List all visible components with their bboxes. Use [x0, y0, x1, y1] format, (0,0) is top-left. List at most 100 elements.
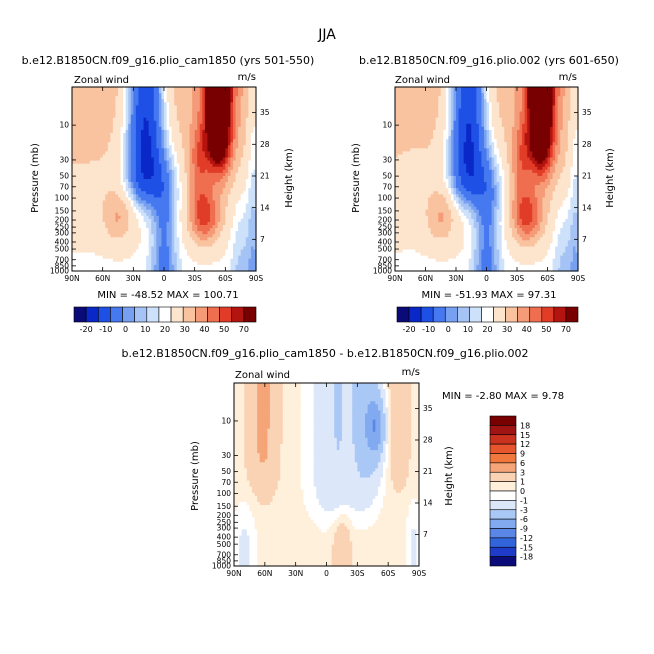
heatmap-cell	[478, 108, 483, 113]
heatmap-cell	[148, 105, 152, 110]
heatmap-cell	[123, 96, 127, 100]
heatmap-cell	[105, 169, 109, 174]
heatmap-cell	[161, 179, 165, 183]
heatmap-cell	[130, 102, 134, 106]
heatmap-cell	[176, 252, 180, 257]
heatmap-cell	[79, 231, 83, 235]
heatmap-cell	[97, 157, 101, 162]
heatmap-cell	[77, 243, 81, 248]
heatmap-cell	[240, 194, 244, 198]
heatmap-cell	[164, 200, 168, 205]
heatmap-cell	[128, 105, 132, 110]
heatmap-cell	[169, 96, 173, 100]
heatmap-cell	[225, 102, 229, 106]
heatmap-cell	[233, 154, 237, 159]
heatmap-cell	[156, 215, 160, 220]
heatmap-cell	[133, 114, 137, 119]
heatmap-cell	[112, 172, 117, 177]
heatmap-cell	[133, 93, 137, 97]
heatmap-cell	[199, 209, 203, 214]
heatmap-cell	[187, 175, 191, 180]
heatmap-cell	[448, 102, 452, 106]
heatmap-cell	[125, 209, 129, 214]
heatmap-cell	[220, 120, 224, 125]
panel-1-variable-label: Zonal wind	[74, 75, 129, 86]
heatmap-cell	[151, 163, 155, 168]
heatmap-cell	[235, 188, 239, 192]
heatmap-cell	[537, 102, 541, 106]
heatmap-cell	[133, 169, 137, 174]
heatmap-cell	[112, 267, 117, 272]
heatmap-cell	[166, 252, 170, 257]
heatmap-cell	[238, 126, 242, 131]
heatmap-cell	[227, 255, 232, 260]
heatmap-cell	[156, 96, 160, 100]
heatmap-cell	[112, 123, 117, 128]
heatmap-cell	[210, 90, 214, 94]
heatmap-cell	[107, 237, 111, 241]
heatmap-cell	[135, 252, 140, 257]
heatmap-cell	[433, 105, 437, 110]
heatmap-cell	[130, 172, 134, 177]
heatmap-cell	[100, 136, 104, 140]
heatmap-cell	[123, 157, 127, 162]
heatmap-cell	[248, 221, 252, 226]
heatmap-cell	[189, 166, 193, 171]
heatmap-cell	[491, 93, 495, 97]
heatmap-cell	[89, 264, 94, 269]
heatmap-cell	[141, 172, 145, 177]
heatmap-cell	[522, 108, 526, 113]
heatmap-cell	[164, 175, 168, 180]
heatmap-cell	[125, 175, 129, 180]
heatmap-cell	[95, 231, 99, 235]
heatmap-cell	[82, 261, 86, 266]
heatmap-cell	[415, 99, 419, 103]
heatmap-cell	[210, 172, 214, 177]
heatmap-cell	[158, 102, 163, 106]
heatmap-cell	[238, 258, 242, 263]
heatmap-cell	[112, 212, 117, 217]
heatmap-cell	[230, 99, 234, 103]
heatmap-cell	[176, 93, 180, 97]
heatmap-cell	[79, 197, 83, 202]
heatmap-cell	[169, 218, 173, 223]
heatmap-cell	[102, 114, 106, 119]
heatmap-cell	[95, 117, 99, 122]
heatmap-cell	[222, 182, 226, 186]
heatmap-cell	[77, 231, 81, 235]
heatmap-cell	[141, 169, 145, 174]
heatmap-cell	[89, 246, 94, 251]
heatmap-cell	[84, 136, 88, 140]
heatmap-cell	[179, 163, 183, 168]
heatmap-cell	[174, 191, 178, 195]
heatmap-cell	[450, 93, 455, 97]
heatmap-cell	[197, 231, 201, 235]
heatmap-cell	[225, 258, 229, 263]
heatmap-cell	[397, 108, 401, 113]
heatmap-cell	[97, 129, 101, 134]
heatmap-cell	[77, 188, 81, 192]
heatmap-cell	[128, 185, 132, 189]
heatmap-cell	[415, 93, 419, 97]
heatmap-cell	[105, 200, 109, 205]
heatmap-cell	[215, 185, 219, 189]
heatmap-cell	[179, 206, 183, 211]
heatmap-cell	[72, 212, 76, 217]
heatmap-cell	[72, 175, 76, 180]
heatmap-cell	[238, 111, 242, 116]
heatmap-cell	[233, 93, 237, 97]
heatmap-cell	[197, 123, 201, 128]
heatmap-cell	[112, 90, 117, 94]
heatmap-cell	[235, 209, 239, 214]
heatmap-cell	[161, 105, 165, 110]
heatmap-cell	[222, 120, 226, 125]
colorbar-swatch	[85, 306, 99, 323]
heatmap-cell	[539, 93, 544, 97]
heatmap-cell	[110, 200, 114, 205]
heatmap-cell	[199, 102, 203, 106]
heatmap-cell	[153, 258, 157, 263]
heatmap-cell	[248, 157, 252, 162]
heatmap-cell	[123, 267, 127, 272]
heatmap-cell	[84, 218, 88, 223]
heatmap-cell	[207, 154, 211, 159]
